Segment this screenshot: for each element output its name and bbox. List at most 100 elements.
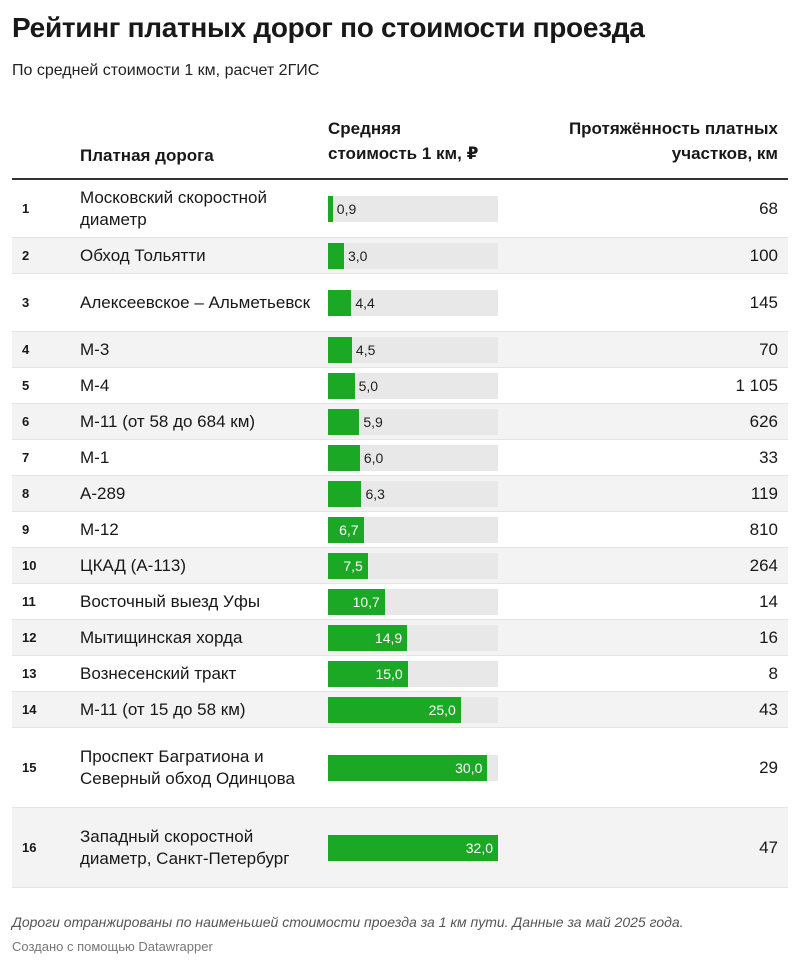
rank-cell: 2 bbox=[22, 248, 30, 263]
table-row: 14 М-11 (от 15 до 58 км) 25,0 43 bbox=[12, 692, 788, 728]
cost-value-label: 6,7 bbox=[339, 521, 359, 538]
cost-value-label: 14,9 bbox=[374, 629, 403, 646]
road-name-cell: Вознесенский тракт bbox=[80, 663, 237, 683]
cost-value-label: 32,0 bbox=[465, 839, 493, 856]
cost-bar bbox=[328, 754, 488, 781]
cost-bar bbox=[328, 552, 368, 579]
cost-cell: 6,7 bbox=[328, 516, 498, 543]
table-row: 3 Алексеевское – Альметьевск 4,4 145 bbox=[12, 274, 788, 332]
cost-value-label: 4,5 bbox=[355, 341, 376, 358]
length-cell: 68 bbox=[759, 198, 778, 218]
cost-value-label: 6,0 bbox=[363, 449, 384, 466]
table-row: 4 М-3 4,5 70 bbox=[12, 332, 788, 368]
length-cell: 29 bbox=[759, 757, 778, 777]
length-cell: 70 bbox=[759, 339, 778, 359]
cost-bar bbox=[328, 242, 344, 269]
bar-track bbox=[328, 242, 498, 269]
road-name-cell: А-289 bbox=[80, 483, 126, 503]
cost-bar bbox=[328, 834, 498, 861]
bar-track bbox=[328, 195, 498, 222]
cost-cell: 14,9 bbox=[328, 624, 498, 651]
cost-bar bbox=[328, 588, 385, 615]
table-body: 1 Московский скоростной диаметр 0,9 68 2 Обхо… bbox=[12, 180, 788, 888]
road-name-cell: Обход Тольятти bbox=[80, 245, 206, 265]
length-cell: 145 bbox=[749, 292, 778, 312]
cost-value-label: 3,0 bbox=[347, 247, 368, 264]
table-row: 9 М-12 6,7 810 bbox=[12, 512, 788, 548]
rank-cell: 13 bbox=[22, 666, 37, 681]
length-cell: 1 105 bbox=[735, 375, 778, 395]
rank-cell: 14 bbox=[22, 702, 37, 717]
rank-cell: 7 bbox=[22, 450, 30, 465]
rank-cell: 11 bbox=[22, 594, 36, 609]
cost-bar bbox=[328, 289, 352, 316]
length-cell: 16 bbox=[759, 627, 778, 647]
road-name-cell: М-4 bbox=[80, 375, 110, 395]
column-header-length-line1: Протяжённость платных bbox=[568, 119, 778, 138]
cost-bar bbox=[328, 444, 360, 471]
length-cell: 14 bbox=[759, 591, 778, 611]
length-cell: 43 bbox=[759, 699, 778, 719]
length-cell: 47 bbox=[759, 837, 778, 857]
cost-cell: 25,0 bbox=[328, 696, 498, 723]
table-row: 2 Обход Тольятти 3,0 100 bbox=[12, 238, 788, 274]
cost-value-label: 0,9 bbox=[336, 200, 357, 217]
cost-value-label: 6,3 bbox=[365, 485, 385, 502]
rank-cell: 1 bbox=[22, 201, 30, 216]
chart-subtitle: По средней стоимости 1 км, расчет 2ГИС bbox=[12, 62, 320, 79]
cost-value-label: 5,9 bbox=[363, 413, 383, 430]
road-name-cell: ЦКАД (А-113) bbox=[80, 555, 187, 575]
cost-value-label: 15,0 bbox=[375, 665, 403, 682]
rank-cell: 16 bbox=[22, 840, 37, 855]
cost-bar bbox=[328, 408, 360, 435]
road-name-cell: Алексеевское – Альметьевск bbox=[80, 292, 311, 312]
rank-cell: 9 bbox=[22, 522, 30, 537]
cost-value-label: 30,0 bbox=[455, 759, 483, 776]
table-row: 10 ЦКАД (А-113) 7,5 264 bbox=[12, 548, 788, 584]
road-name-cell: Мытищинская хорда bbox=[80, 627, 243, 647]
cost-bar bbox=[328, 624, 408, 651]
table-row: 16 Западный скоростной диаметр, Санкт-Пет… bbox=[12, 808, 788, 888]
footnote: Дороги отранжированы по наименьшей стоим… bbox=[12, 914, 684, 930]
road-name-cell: М-1 bbox=[80, 447, 110, 467]
length-cell: 100 bbox=[749, 245, 778, 265]
rank-cell: 15 bbox=[22, 760, 37, 775]
table-row: 12 Мытищинская хорда 14,9 16 bbox=[12, 620, 788, 656]
table-row: 11 Восточный выезд Уфы 10,7 14 bbox=[12, 584, 788, 620]
column-header-length[interactable]: Протяжённость платных участков, км bbox=[569, 116, 778, 166]
cost-cell: 4,5 bbox=[328, 336, 498, 363]
column-header-cost[interactable]: Средняя стоимость 1 км, ₽ bbox=[328, 116, 478, 166]
table-row: 1 Московский скоростной диаметр 0,9 68 bbox=[12, 180, 788, 238]
rank-cell: 12 bbox=[22, 630, 37, 645]
column-header-road[interactable]: Платная дорога bbox=[80, 146, 214, 165]
length-cell: 33 bbox=[759, 447, 778, 467]
cost-value-label: 5,0 bbox=[358, 377, 379, 394]
length-cell: 264 bbox=[749, 555, 778, 575]
cost-bar bbox=[328, 372, 355, 399]
cost-value-label: 7,5 bbox=[343, 557, 363, 574]
bar-track bbox=[328, 372, 498, 399]
road-name-cell: Московский скоростной диаметр bbox=[80, 187, 267, 229]
table-row: 15 Проспект Багратиона и Северный обход О… bbox=[12, 728, 788, 808]
table-row: 13 Вознесенский тракт 15,0 8 bbox=[12, 656, 788, 692]
length-cell: 8 bbox=[768, 663, 778, 683]
table-header: Платная дорога Средняя стоимость 1 км, ₽… bbox=[12, 110, 788, 180]
cost-value-label: 4,4 bbox=[355, 294, 375, 311]
bar-track bbox=[328, 336, 498, 363]
cost-cell: 30,0 bbox=[328, 754, 498, 781]
table-row: 7 М-1 6,0 33 bbox=[12, 440, 788, 476]
road-name-cell: М-3 bbox=[80, 339, 110, 359]
cost-bar bbox=[328, 696, 461, 723]
length-cell: 119 bbox=[750, 483, 778, 503]
cost-cell: 15,0 bbox=[328, 660, 498, 687]
road-name-cell: Западный скоростной диаметр, Санкт-Петер… bbox=[80, 826, 290, 868]
table-row: 5 М-4 5,0 1 105 bbox=[12, 368, 788, 404]
road-name-cell: М-12 bbox=[80, 519, 119, 539]
road-name-cell: М-11 (от 58 до 684 км) bbox=[80, 411, 256, 431]
cost-cell: 6,0 bbox=[328, 444, 498, 471]
credit-link[interactable]: Создано с помощью Datawrapper bbox=[12, 939, 213, 954]
cost-cell: 7,5 bbox=[328, 552, 498, 579]
column-header-cost-line2: стоимость 1 км, ₽ bbox=[328, 144, 479, 163]
length-cell: 810 bbox=[749, 519, 778, 539]
cost-value-label: 25,0 bbox=[428, 701, 456, 718]
